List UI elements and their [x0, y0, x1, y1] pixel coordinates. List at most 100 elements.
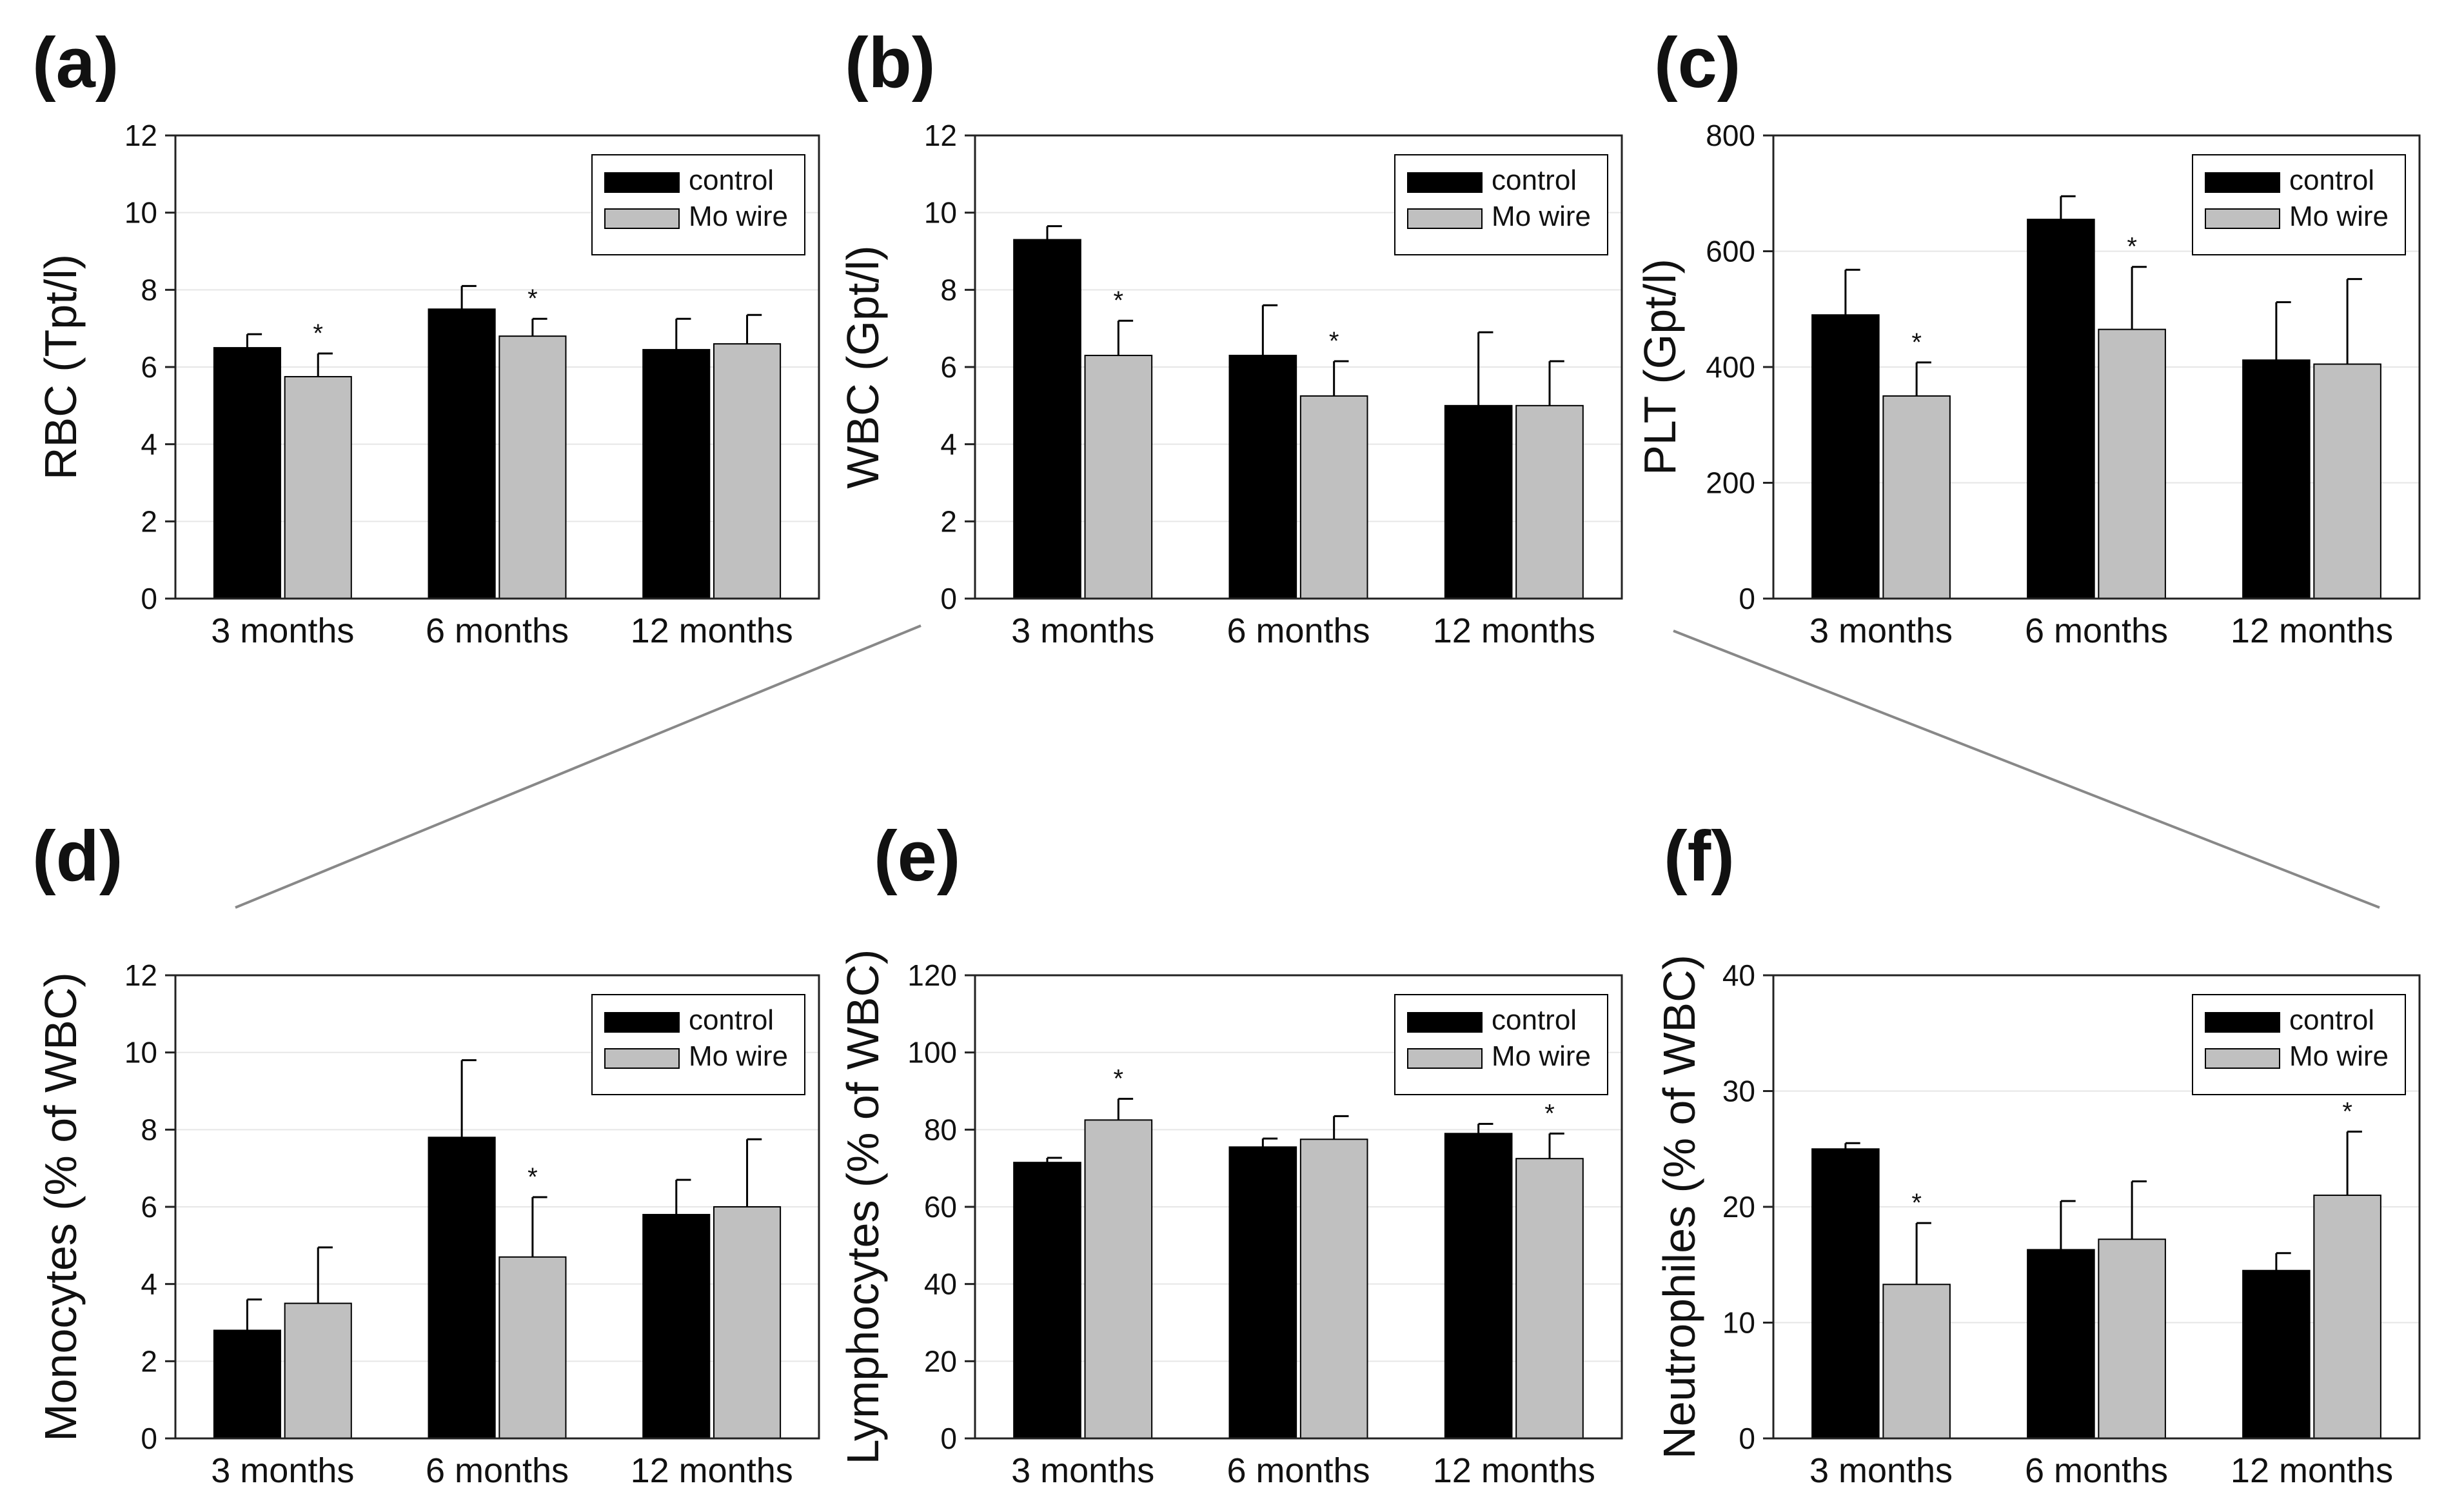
category-label: 3 months — [211, 611, 354, 650]
y-tick-label: 400 — [1706, 350, 1755, 384]
significance-star: * — [1114, 286, 1124, 315]
y-tick-label: 2 — [141, 1344, 157, 1378]
category-label: 6 months — [1227, 1451, 1370, 1490]
legend: control Mo wire — [2192, 154, 2406, 255]
mo-wire-bar — [713, 343, 782, 599]
y-tick-label: 120 — [907, 959, 957, 992]
y-tick-label: 800 — [1706, 119, 1755, 152]
category-label: 3 months — [211, 1451, 354, 1490]
control-bar — [1444, 1133, 1513, 1439]
control-legend-swatch — [604, 172, 680, 193]
legend-box — [2192, 994, 2406, 1095]
control-bar — [213, 1329, 282, 1439]
y-tick-label: 60 — [924, 1190, 957, 1224]
y-tick-label: 12 — [124, 119, 157, 152]
y-tick-label: 10 — [124, 1036, 157, 1069]
control-legend-swatch — [2205, 172, 2280, 193]
legend-box — [1394, 994, 1608, 1095]
mo-wire-bar — [1515, 404, 1584, 599]
legend: control Mo wire — [1394, 154, 1608, 255]
y-axis-title: PLT (Gpt/l) — [1635, 259, 1685, 475]
mo-wire-bar — [498, 335, 567, 600]
control-legend-swatch — [1407, 1012, 1483, 1033]
mo-wire-legend-swatch — [2205, 208, 2280, 229]
legend-box — [2192, 154, 2406, 255]
significance-star: * — [1911, 1189, 1922, 1217]
chart-panel-3: (c) * 3 months * 6 months 12 months 0 200 400 600… — [1635, 23, 2421, 650]
category-label: 12 months — [1433, 1451, 1595, 1490]
control-bar — [1444, 404, 1513, 599]
category-label: 12 months — [1433, 611, 1595, 650]
y-tick-label: 0 — [141, 582, 157, 615]
panel-label: (f) — [1664, 817, 1735, 896]
control-legend-swatch — [604, 1012, 680, 1033]
legend: control Mo wire — [591, 154, 805, 255]
category-label: 12 months — [2231, 611, 2393, 650]
y-tick-label: 0 — [141, 1422, 157, 1455]
y-tick-label: 8 — [141, 273, 157, 306]
legend-label: control — [2289, 164, 2374, 196]
legend: control Mo wire — [2192, 994, 2406, 1095]
mo-wire-bar — [713, 1206, 782, 1439]
zoom-connectors — [235, 624, 2380, 909]
mo-wire-bar — [1299, 395, 1368, 599]
chart-panel-5: (e) * 3 months 6 months * 12 months 0 20 40 60 80 1… — [838, 817, 1623, 1490]
significance-star: * — [1114, 1064, 1124, 1093]
legend-box — [1394, 154, 1608, 255]
category-label: 12 months — [631, 1451, 793, 1490]
y-tick-label: 0 — [940, 1422, 957, 1455]
mo-wire-legend-swatch — [604, 208, 680, 229]
legend-box — [591, 994, 805, 1095]
mo-wire-bar — [1299, 1138, 1368, 1439]
chart-panel-2: (b) * 3 months * 6 months 12 months 0 2 4 6 8 10 12 W… — [838, 23, 1623, 650]
panel-label: (a) — [32, 23, 119, 103]
y-axis-title: Neutrophiles (% of WBC) — [1654, 955, 1704, 1459]
significance-star: * — [313, 319, 323, 348]
mo-wire-bar — [1882, 395, 1951, 599]
legend-label: control — [2289, 1004, 2374, 1036]
control-bar — [1811, 314, 1880, 599]
category-label: 6 months — [426, 1451, 569, 1490]
mo-wire-bar — [1084, 355, 1153, 599]
significance-star: * — [1544, 1099, 1555, 1128]
mo-wire-bar — [2098, 1238, 2166, 1439]
y-tick-label: 100 — [907, 1036, 957, 1069]
legend-label: control — [689, 164, 774, 196]
control-bar — [2242, 359, 2311, 599]
control-bar — [2027, 219, 2095, 599]
y-tick-label: 0 — [940, 582, 957, 615]
legend-label: Mo wire — [1492, 201, 1591, 232]
legend-label: control — [1492, 1004, 1577, 1036]
mo-wire-bar — [1882, 1284, 1951, 1440]
y-tick-label: 600 — [1706, 235, 1755, 268]
y-tick-label: 20 — [1722, 1190, 1755, 1224]
connector-line-left — [235, 624, 922, 909]
y-tick-label: 12 — [124, 959, 157, 992]
control-bar — [1013, 239, 1081, 599]
legend-label: Mo wire — [689, 1040, 788, 1072]
y-tick-label: 0 — [1739, 582, 1755, 615]
mo-wire-bar — [2098, 328, 2166, 599]
significance-star: * — [1329, 327, 1339, 355]
y-axis-title: Monocytes (% of WBC) — [35, 972, 86, 1441]
category-label: 12 months — [2231, 1451, 2393, 1490]
mo-wire-bar — [498, 1256, 567, 1439]
control-bar — [1228, 355, 1297, 599]
category-label: 6 months — [2025, 611, 2168, 650]
chart-panel-1: (a) * 3 months * 6 months 12 months 0 2 4 6 8 10 12 R… — [32, 23, 820, 650]
y-tick-label: 2 — [141, 504, 157, 538]
y-tick-label: 0 — [1739, 1422, 1755, 1455]
significance-star: * — [2342, 1097, 2352, 1126]
category-label: 3 months — [1809, 1451, 1953, 1490]
mo-wire-bar — [2313, 363, 2381, 599]
mo-wire-legend-swatch — [1407, 208, 1483, 229]
y-tick-label: 20 — [924, 1344, 957, 1378]
control-legend-swatch — [2205, 1012, 2280, 1033]
panel-label: (b) — [845, 23, 935, 103]
y-tick-label: 2 — [940, 504, 957, 538]
significance-star: * — [2127, 233, 2137, 261]
legend-label: Mo wire — [1492, 1040, 1591, 1072]
y-tick-label: 8 — [940, 273, 957, 306]
control-bar — [213, 347, 282, 599]
